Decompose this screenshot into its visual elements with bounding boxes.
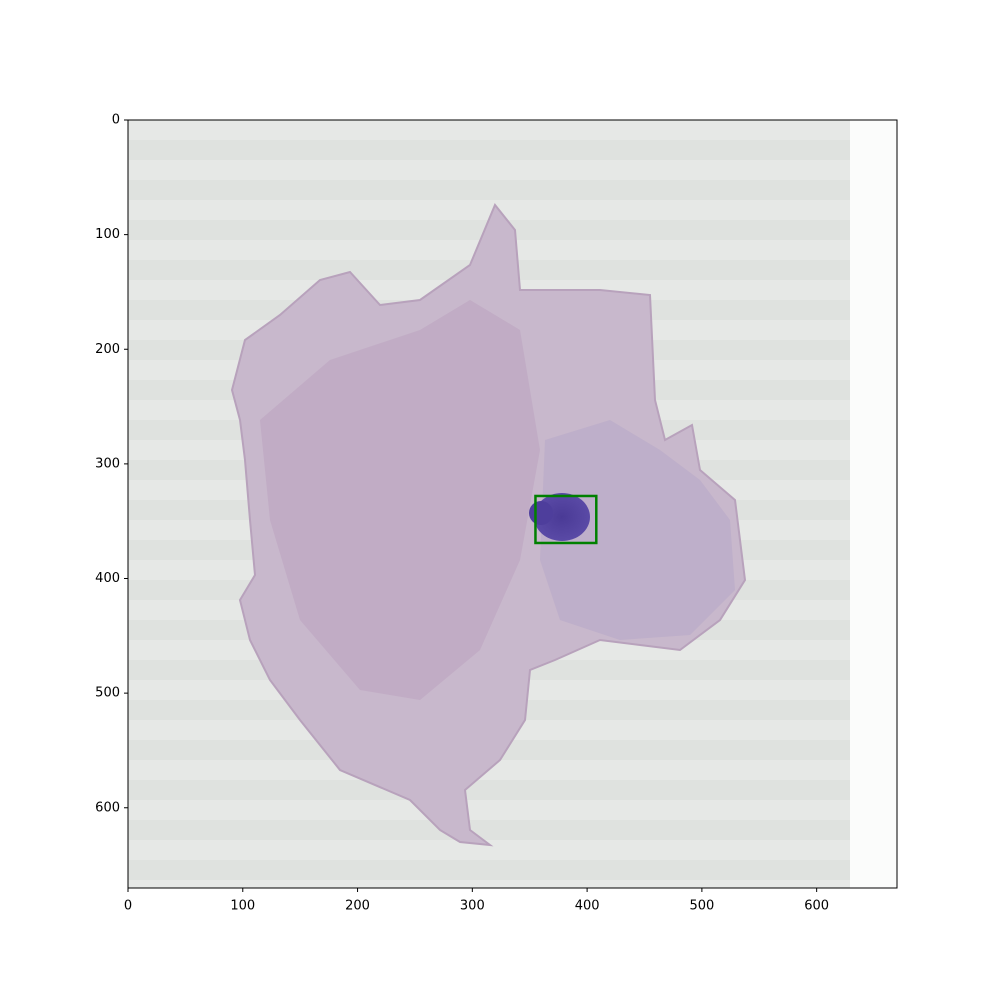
y-tick-label: 600 xyxy=(95,800,120,815)
axes-frame xyxy=(127,119,898,889)
x-tick-label: 100 xyxy=(230,899,255,914)
y-tick-label: 100 xyxy=(95,227,120,242)
slide-image xyxy=(128,120,897,888)
y-tick-label: 200 xyxy=(95,342,120,357)
tissue-shade xyxy=(260,300,540,700)
y-tick-label: 500 xyxy=(95,686,120,701)
x-tick-label: 500 xyxy=(689,899,714,914)
y-tick-label: 0 xyxy=(112,113,120,128)
y-tick-label: 300 xyxy=(95,456,120,471)
tissue-right-lobe xyxy=(540,420,735,640)
x-tick-label: 400 xyxy=(575,899,600,914)
x-tick-label: 0 xyxy=(124,899,132,914)
x-tick-label: 300 xyxy=(460,899,485,914)
bounding-box xyxy=(534,494,598,545)
y-tick-label: 400 xyxy=(95,571,120,586)
x-tick-label: 600 xyxy=(804,899,829,914)
x-tick-label: 200 xyxy=(345,899,370,914)
segmented-region xyxy=(529,501,553,525)
